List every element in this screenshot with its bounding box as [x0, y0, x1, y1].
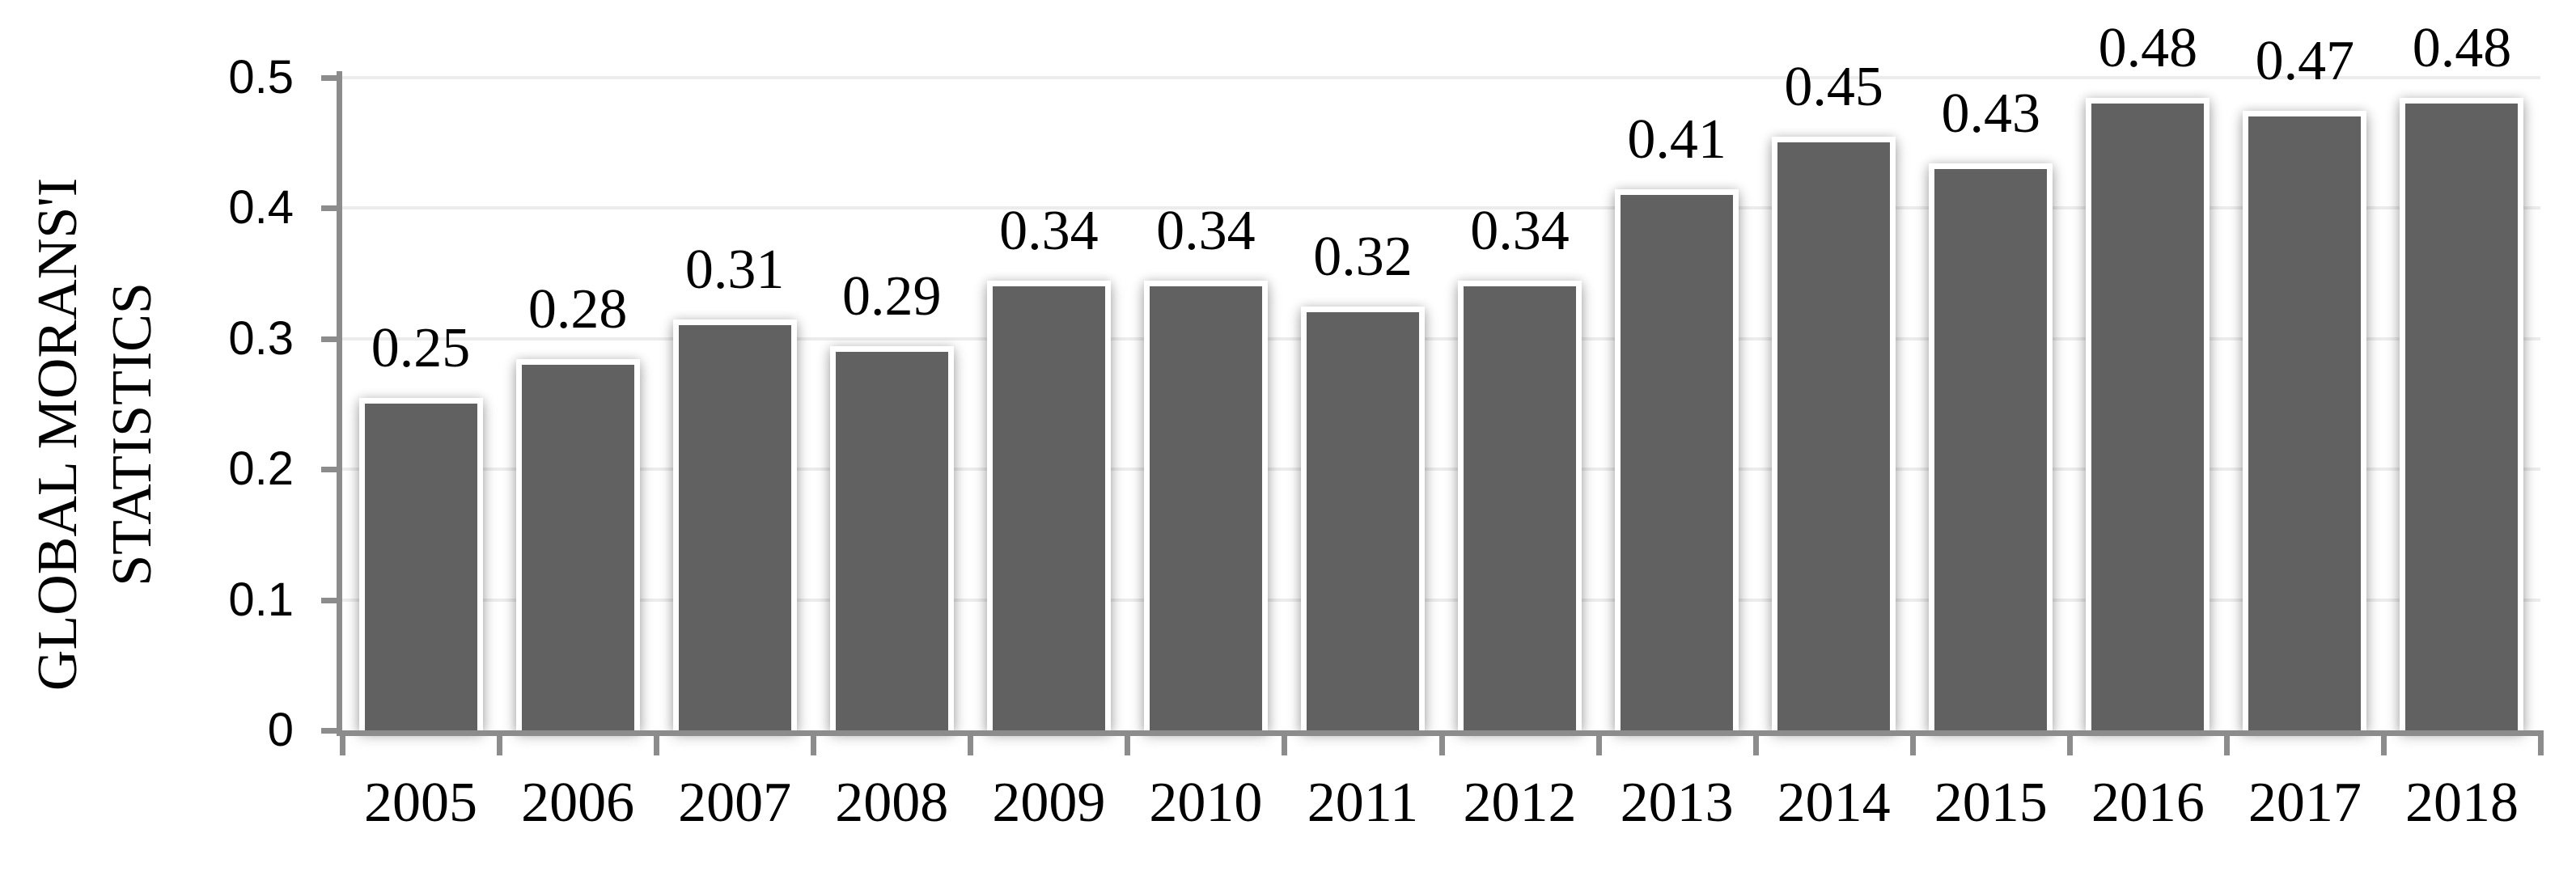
x-axis-tick-mark [1595, 730, 1602, 755]
bar [986, 280, 1111, 730]
x-axis-tick-mark [811, 730, 817, 755]
x-axis-tick-label: 2005 [364, 772, 478, 834]
x-axis-tick-label: 2009 [992, 772, 1106, 834]
y-axis-tick-label: 0.5 [228, 50, 294, 104]
x-axis-tick-mark [1752, 730, 1759, 755]
gridline [342, 75, 2540, 79]
x-axis-tick-label: 2012 [1463, 772, 1577, 834]
bar-value-label: 0.31 [684, 239, 785, 302]
x-axis-tick-mark [2066, 730, 2073, 755]
y-axis-tick-mark [321, 467, 342, 472]
bar-value-label: 0.28 [527, 277, 628, 341]
y-axis-tick-mark [321, 74, 342, 81]
bar-value-label: 0.45 [1784, 56, 1883, 119]
bar [2400, 97, 2524, 730]
bar-value-label: 0.41 [1627, 108, 1727, 171]
bar-value-label: 0.32 [1313, 226, 1413, 289]
y-axis-tick-label: 0.4 [228, 181, 294, 234]
gridline [342, 468, 2540, 471]
bar [358, 398, 483, 730]
x-axis-tick-mark [1909, 730, 1916, 755]
x-axis-tick-label: 2017 [2248, 772, 2362, 834]
x-axis-tick-mark [1125, 730, 1131, 755]
bar [2086, 97, 2210, 730]
x-axis-tick-label: 2013 [1620, 772, 1734, 834]
x-axis-tick-label: 2008 [835, 772, 949, 834]
bar [1615, 188, 1739, 730]
x-axis-tick-label: 2015 [1934, 772, 2048, 834]
x-axis-tick-mark [968, 730, 974, 755]
gridline [342, 598, 2540, 602]
y-axis-tick-label: 0.3 [228, 311, 294, 365]
x-axis-tick-label: 2011 [1307, 772, 1419, 834]
y-axis-tick-label: 0 [267, 704, 294, 756]
y-axis-tick-mark [321, 728, 342, 734]
bar [829, 345, 954, 730]
bar-value-label: 0.34 [1156, 199, 1256, 262]
x-axis-tick-mark [1438, 730, 1445, 755]
x-axis-tick-label: 2007 [678, 772, 792, 834]
y-axis-tick-mark [321, 597, 342, 603]
bar [1772, 137, 1896, 730]
bar-value-label: 0.29 [842, 264, 942, 328]
bar-value-label: 0.34 [1470, 199, 1570, 262]
bar-value-label: 0.43 [1941, 82, 2041, 145]
bar [1929, 163, 2053, 730]
bar [1143, 280, 1268, 730]
x-axis-tick-mark [1282, 730, 1288, 755]
bar [672, 319, 797, 730]
y-axis-tick-mark [321, 336, 342, 342]
bar [2243, 110, 2367, 730]
x-axis-tick-label: 2014 [1777, 772, 1891, 834]
x-axis-tick-mark [340, 730, 345, 755]
x-axis-tick-mark [2538, 730, 2544, 755]
x-axis-tick-mark [2223, 730, 2230, 755]
x-axis-tick-label: 2018 [2404, 772, 2519, 834]
x-axis-tick-mark [654, 730, 660, 755]
x-axis-tick-label: 2010 [1149, 772, 1263, 834]
x-axis-tick-mark [497, 730, 503, 755]
x-axis-tick-label: 2016 [2091, 772, 2205, 834]
x-axis-line [337, 730, 2540, 736]
bar-value-label: 0.25 [371, 317, 471, 380]
gridline [342, 206, 2540, 209]
y-axis-tick-label: 0.2 [228, 442, 294, 495]
bar [1458, 280, 1582, 730]
bar-value-label: 0.48 [2412, 16, 2512, 79]
x-axis-tick-label: 2006 [521, 772, 635, 834]
bar-value-label: 0.48 [2098, 16, 2198, 79]
gridline [342, 336, 2540, 341]
bar-value-label: 0.34 [999, 199, 1099, 262]
y-axis-tick-label: 0.1 [228, 573, 294, 626]
y-axis-line [337, 70, 342, 736]
bar-value-label: 0.47 [2255, 29, 2355, 92]
bar [515, 358, 640, 730]
y-axis-tick-mark [321, 205, 342, 211]
x-axis-tick-mark [2380, 730, 2387, 755]
y-axis-title-line1: GLOBAL MORANS'I [27, 177, 89, 692]
bar [1300, 307, 1425, 730]
